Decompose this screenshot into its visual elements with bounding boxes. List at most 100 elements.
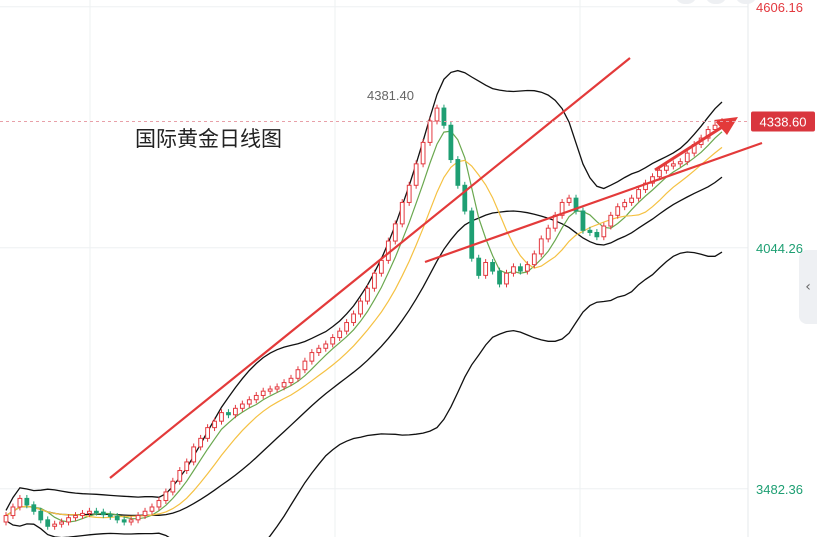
ma5-line	[5, 130, 723, 523]
moving-averages	[5, 130, 723, 523]
candle-body	[170, 480, 176, 493]
candle-body	[663, 165, 669, 171]
candle-body	[372, 272, 377, 289]
lower-band	[5, 251, 723, 537]
candle-body	[608, 214, 614, 227]
candle-body	[31, 504, 37, 512]
candle-body	[677, 161, 683, 165]
candle-body	[288, 377, 294, 384]
last-price-tag-bg	[751, 111, 815, 132]
candle-body	[378, 259, 384, 274]
candle-body	[239, 403, 245, 409]
candle-body	[323, 343, 329, 349]
trend-line-support	[424, 141, 763, 264]
candle-body	[455, 159, 461, 186]
last-price-tag-text: 4338.60	[760, 115, 807, 130]
candle-body	[490, 261, 495, 272]
candle-body	[135, 515, 141, 521]
candle-body	[594, 231, 600, 238]
candle-body	[406, 184, 412, 203]
bollinger-bands	[5, 69, 723, 537]
candle-body	[295, 369, 301, 379]
candle-body	[87, 510, 92, 514]
chevron-left-icon: ‹	[805, 279, 811, 295]
candle-body	[566, 197, 572, 203]
candle-body	[149, 506, 155, 512]
chart-title: 国际黄金日线图	[135, 127, 282, 151]
middle-band	[5, 176, 723, 517]
candle-body	[351, 313, 356, 324]
candle-body	[365, 287, 370, 302]
candle-body	[629, 197, 635, 203]
candle-body	[260, 390, 266, 396]
candle-body	[156, 500, 162, 508]
candle-body	[531, 253, 537, 266]
candle-body	[504, 272, 509, 285]
y-tick-label: 4044.26	[756, 241, 803, 256]
candle-body	[392, 223, 398, 242]
candle-body	[358, 300, 363, 315]
candle-body	[657, 169, 662, 178]
candle-body	[476, 257, 482, 276]
candle-body	[337, 330, 343, 339]
candle-body	[267, 388, 273, 392]
candle-body	[24, 497, 30, 506]
candle-body	[163, 491, 169, 502]
top-handle-1	[675, 0, 697, 4]
candle-body	[107, 514, 113, 517]
candle-body	[10, 506, 16, 517]
candle-body	[538, 238, 544, 255]
candle-body	[712, 124, 718, 131]
candle-body	[219, 412, 224, 422]
candle-body	[302, 360, 308, 371]
candle-body	[253, 394, 259, 401]
candle-body	[205, 427, 210, 439]
ma10-line	[5, 146, 723, 519]
candle-body	[427, 120, 433, 143]
candle-body	[385, 240, 391, 261]
candle-body	[434, 107, 440, 122]
candle-body	[670, 163, 676, 167]
high-price-label: 4381.40	[367, 88, 414, 103]
candle-body	[73, 515, 78, 519]
candle-body	[100, 511, 106, 516]
candle-body	[601, 225, 607, 238]
candle-body	[483, 261, 489, 276]
candle-body	[684, 152, 690, 163]
candle-body	[38, 510, 44, 521]
grid-lines	[0, 0, 749, 537]
side-panel-toggle[interactable]: ‹	[799, 250, 817, 324]
candle-body	[316, 347, 322, 354]
candle-body	[66, 517, 71, 523]
candle-body	[3, 515, 9, 523]
candle-body	[80, 512, 85, 517]
candle-body	[212, 420, 217, 429]
candle-body	[344, 322, 350, 332]
trend-arrow-shaft	[654, 122, 728, 172]
y-tick-label: 3482.36	[756, 482, 803, 497]
candle-body	[559, 201, 565, 216]
candle-body	[413, 163, 419, 186]
top-handle-3	[735, 0, 757, 4]
candle-body	[587, 229, 593, 233]
candle-body	[198, 437, 204, 448]
candle-body	[246, 399, 252, 405]
candle-body	[121, 519, 127, 523]
y-axis: 4606.16 4044.26 3482.36	[756, 0, 803, 497]
y-tick-label: 4606.16	[756, 0, 803, 15]
candle-body	[636, 189, 641, 199]
candle-body	[17, 497, 23, 508]
candle-body	[462, 184, 468, 212]
candle-body	[497, 270, 502, 285]
candle-body	[184, 461, 190, 472]
candle-body	[622, 201, 628, 208]
candle-body	[524, 264, 530, 272]
candle-body	[52, 523, 58, 527]
candle-body	[128, 519, 134, 523]
candle-body	[469, 210, 475, 259]
candle-body	[518, 266, 523, 272]
candle-body	[281, 382, 287, 388]
candle-body	[177, 470, 183, 482]
candle-body	[226, 412, 231, 416]
candle-body	[573, 197, 579, 212]
